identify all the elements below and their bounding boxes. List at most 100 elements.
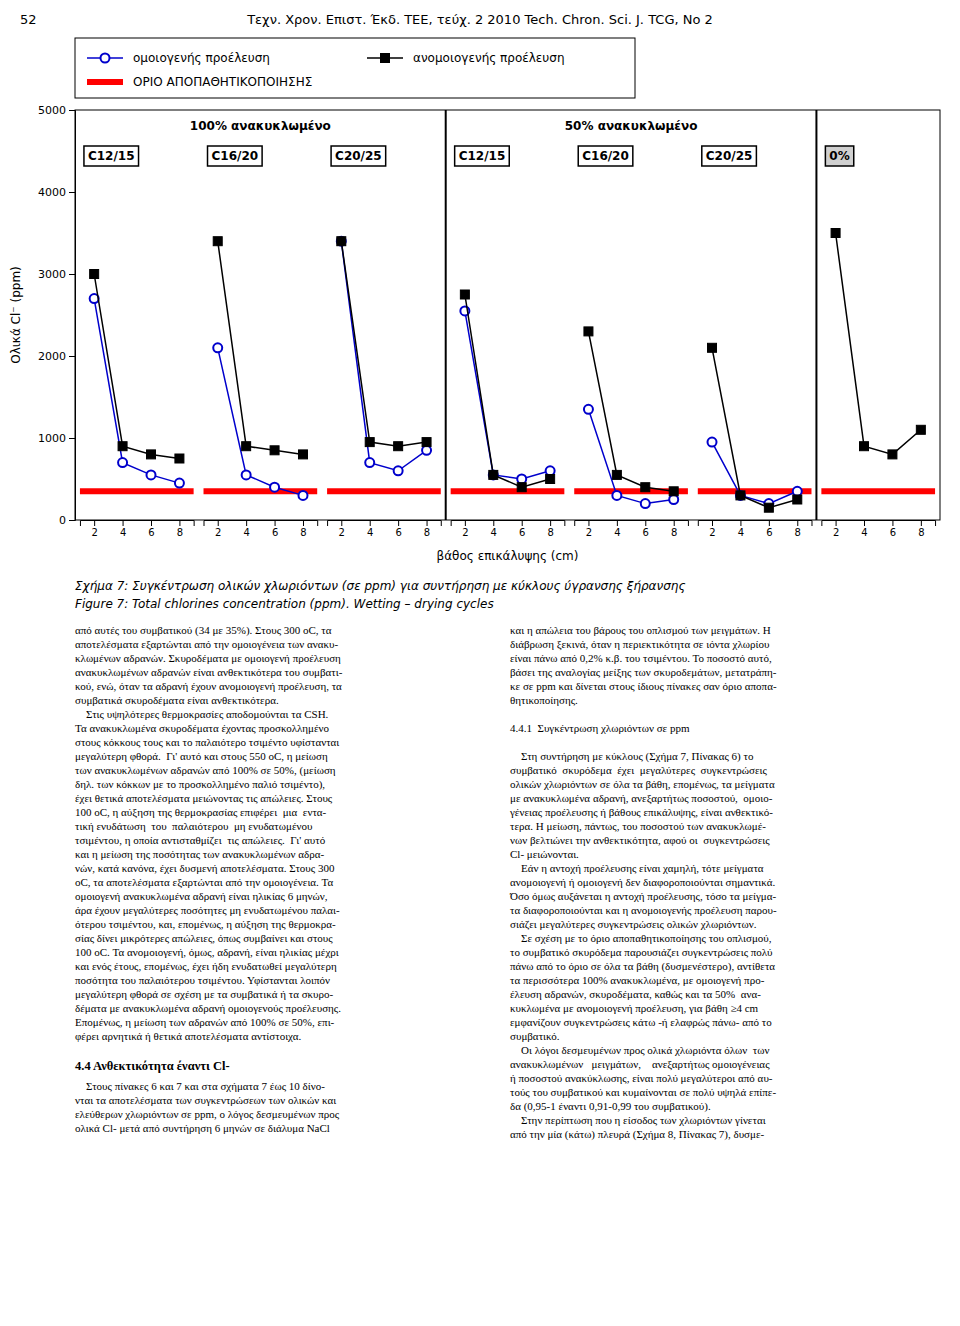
text-line: διάβρωση ξεκινά, όταν η περιεκτικότητα σ…	[510, 638, 770, 651]
text-line: έχει θετικά αποτελέσματα μειώνοντας τις …	[75, 792, 333, 804]
x-tick-mark	[465, 520, 466, 526]
series-line	[712, 442, 797, 504]
section-title: 100% ανακυκλωμένο	[190, 119, 331, 133]
point	[298, 491, 307, 500]
y-tick: 4000	[38, 186, 75, 199]
x-tick-mark	[94, 520, 95, 526]
x-tick-mark	[864, 520, 865, 526]
marks	[80, 229, 935, 513]
text-line: τική ενυδάτωση του παλαιότερου μη ενυδατ…	[75, 820, 313, 832]
x-tick: 4	[243, 520, 249, 538]
x-tick: 6	[519, 520, 525, 538]
x-tick-mark	[493, 520, 494, 526]
text-line: σίας δίνει μικρότερες απώλειες, όπως συμ…	[75, 932, 333, 944]
text-line: κλωμένων αδρανών. Σκυροδέματα με ομοιογε…	[75, 652, 341, 664]
point	[612, 470, 621, 479]
x-tick: 4	[491, 520, 497, 538]
x-tick-mark	[303, 520, 304, 526]
point	[270, 446, 279, 455]
text-line: Στη συντήρηση με κύκλους (Σχήμα 7, Πίνακ…	[510, 750, 754, 763]
x-tick-mark	[740, 520, 741, 526]
legend-item: ανομοιογενής προέλευση	[367, 51, 565, 65]
plot-frame	[75, 110, 940, 520]
text-line: συμβατικό.	[510, 1030, 560, 1042]
text-line: τσιμέντου, η οποία αντισταθμίζει τις απώ…	[75, 834, 326, 847]
text-line: τα διαφοροποιούνται και η ανομοιογενής π…	[510, 904, 777, 916]
y-axis-title: Ολικά Cl⁻ (ppm)	[9, 266, 23, 364]
text-line: το συμβατικό σκυρόδεμα παρουσιάζει συγκε…	[510, 946, 773, 959]
x-tick: 4	[120, 520, 126, 538]
legend-box	[75, 38, 635, 98]
x-tick-label: 8	[547, 527, 553, 538]
x-tick: 6	[766, 520, 772, 538]
point	[90, 270, 99, 279]
x-axis: 2468	[328, 520, 442, 538]
x-tick-mark	[218, 520, 219, 526]
x-tick-mark	[674, 520, 675, 526]
text-line: μεγαλύτερη φθορά σε σχέση με τα συμβατικ…	[75, 988, 334, 1000]
y-tick: 0	[59, 514, 75, 527]
threshold-bar	[80, 488, 194, 494]
text-line: κε σε ppm και δίνεται στους ίδιους πίνακ…	[510, 680, 777, 692]
x-tick: 6	[148, 520, 154, 538]
text-line: νται τα αποτελέσματα των συγκεντρώσεων τ…	[75, 1094, 336, 1106]
legend-marker	[101, 54, 110, 63]
x-tick-mark	[341, 520, 342, 526]
text-line: Στις υψηλότερες θερμοκρασίες αποδομούντα…	[75, 708, 329, 720]
text-line: με ανακυκλωμένα αδρανή, ανεξαρτήτως ποσο…	[510, 792, 773, 805]
x-tick-mark	[588, 520, 589, 526]
x-tick-mark	[151, 520, 152, 526]
group-label: C20/25	[706, 149, 753, 163]
text-line: κυκλωμένα με ανομοιογενή προέλευση, για …	[510, 1002, 759, 1014]
point	[641, 483, 650, 492]
text-line: στους κόκκους τους και το παλαιότερο τσι…	[75, 736, 339, 748]
section-body: Στους πίνακες 6 και 7 και στα σχήματα 7 …	[75, 1080, 340, 1134]
group-label-box	[208, 146, 263, 166]
x-axis: 2468	[698, 520, 812, 538]
x-tick: 4	[614, 520, 620, 538]
x-tick-label: 4	[367, 527, 373, 538]
x-tick-mark	[550, 520, 551, 526]
y-tick-label: 4000	[38, 186, 66, 199]
point	[708, 438, 717, 447]
text-line: και ενός έτους, επομένως, έχει ήδη ενυδα…	[75, 960, 337, 972]
group-label-box	[825, 146, 853, 166]
x-tick-mark	[645, 520, 646, 526]
text-line: κού, ενώ, όταν τα αδρανή έχουν ανομοιογε…	[75, 680, 342, 692]
point	[860, 442, 869, 451]
group-label: C12/15	[459, 149, 506, 163]
text-line: τούς του συμβατικού και κυμαίνονται σε π…	[510, 1086, 776, 1098]
legend-item: ΟΡΙΟ ΑΠΟΠΑΘΗΤΙΚΟΠΟΙΗΣΗΣ	[87, 75, 312, 89]
point	[118, 458, 127, 467]
text-line: Σε σχέση με το όριο αποπαθητικοποίησης τ…	[510, 932, 772, 944]
x-tick-mark	[522, 520, 523, 526]
x-axis-line	[451, 521, 565, 527]
point	[546, 466, 555, 475]
text-line: ότερου τσιμέντου, και, επομένως, η αύξησ…	[75, 918, 336, 931]
group-label-box	[331, 146, 386, 166]
point	[365, 458, 374, 467]
section-heading: 4.4 Ανθεκτικότητα έναντι Cl-	[75, 1059, 230, 1073]
series-line	[218, 348, 303, 496]
x-tick: 2	[833, 520, 839, 538]
text-line: εμφανίζουν συγκεντρώσεις κάτω -ή ελαφρώς…	[510, 1016, 772, 1029]
group-label-box	[84, 146, 139, 166]
y-tick-label: 0	[59, 514, 66, 527]
text-line: συμβατικά σκυροδέματα είναι ανθεκτικότερ…	[75, 694, 279, 706]
caption: Σχήμα 7: Συγκέντρωση ολικών χλωριόντων (…	[75, 579, 685, 593]
series-line	[712, 348, 797, 508]
point	[298, 450, 307, 459]
x-tick-label: 6	[519, 527, 525, 538]
group-label: C16/20	[582, 149, 629, 163]
threshold-bar	[451, 488, 565, 494]
text-line: ολικών χλωριόντων σε όλα τα βάθη, επομέν…	[510, 778, 775, 790]
x-tick-mark	[398, 520, 399, 526]
point	[213, 343, 222, 352]
x-tick-label: 6	[272, 527, 278, 538]
x-tick: 8	[671, 520, 677, 538]
point	[337, 237, 346, 246]
group-label: 0%	[829, 149, 849, 163]
text-line: τερα. Η μείωση, πάντως, του ποσοστού των…	[510, 820, 766, 832]
y-tick-label: 1000	[38, 432, 66, 445]
x-tick: 8	[424, 520, 430, 538]
